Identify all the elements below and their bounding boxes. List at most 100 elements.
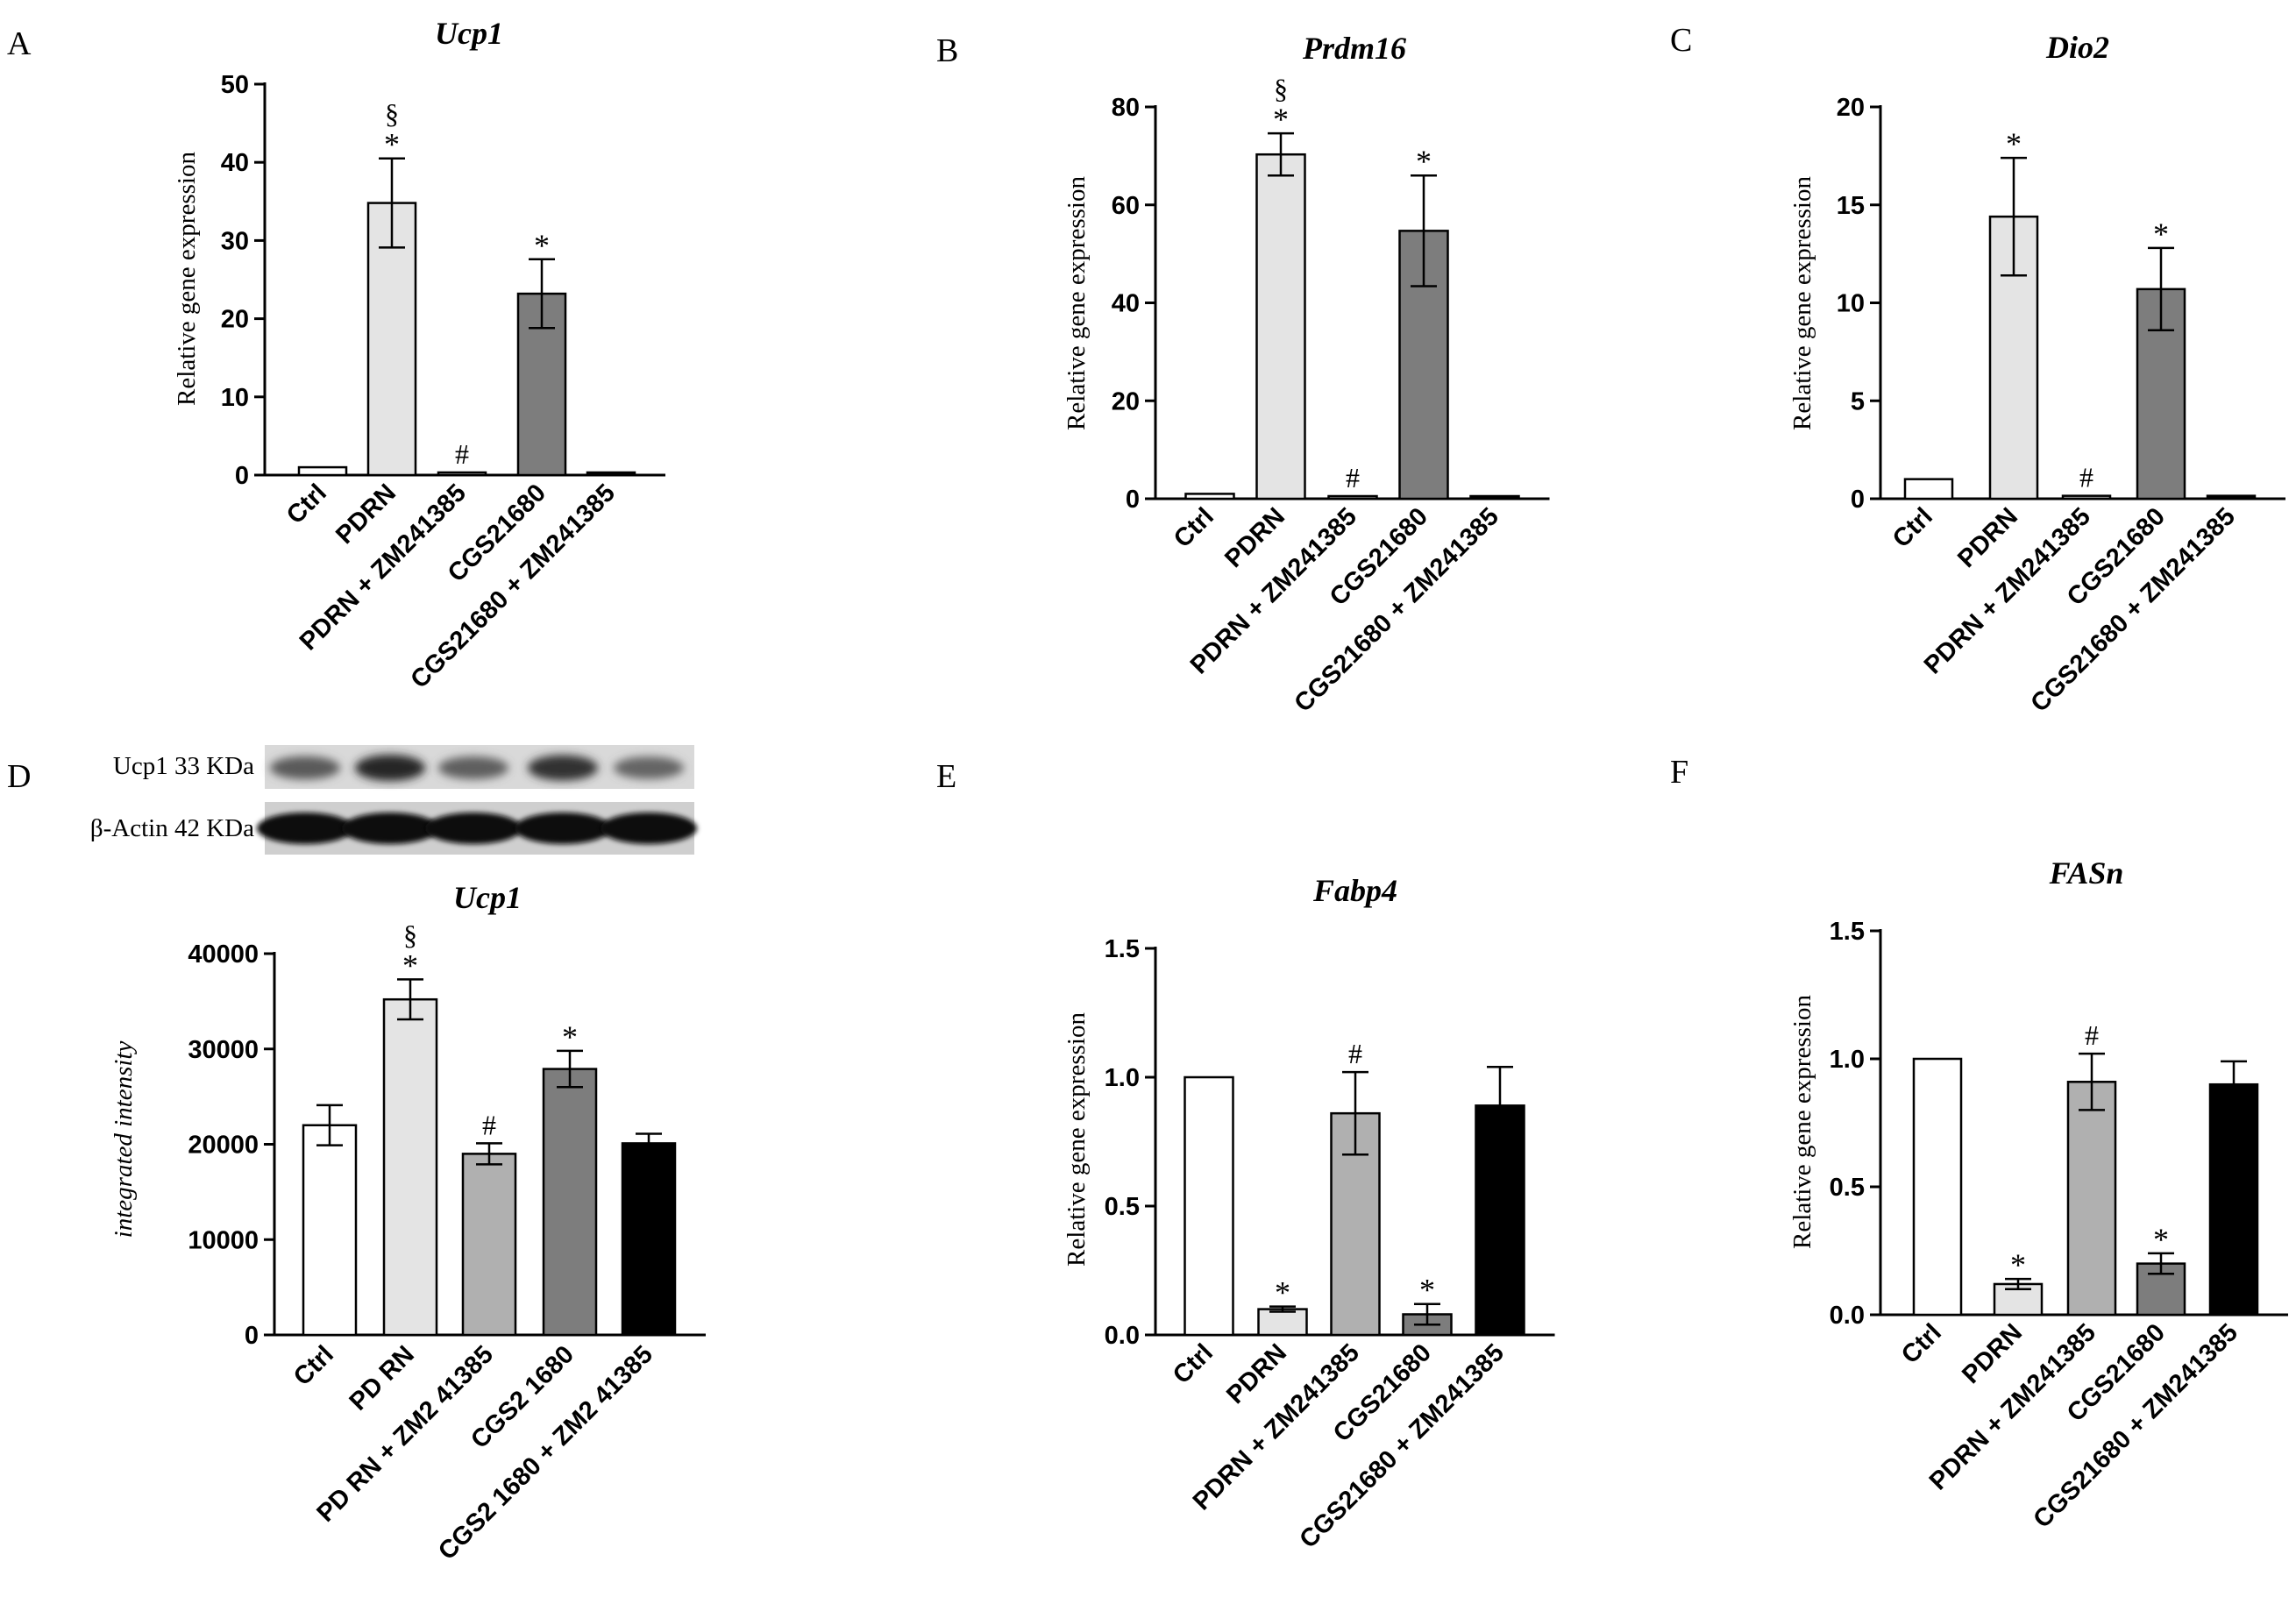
- y-tick-label: 10: [1837, 290, 1865, 318]
- blot-label-actin: β-Actin 42 KDa: [90, 814, 254, 842]
- significance-mark: *: [2153, 1222, 2169, 1257]
- x-tick-label: PDRN: [1952, 502, 2023, 573]
- panel-letter-b: B: [936, 32, 958, 69]
- bar: [461, 1153, 517, 1337]
- chart-panel-e: Fabp4 Relative gene expression 0.0 0.5 1.0 1.…: [1063, 873, 1555, 1554]
- y-axis-label: Relative gene expression: [1788, 176, 1816, 430]
- bar: [2206, 494, 2257, 500]
- panel-letter-f: F: [1670, 754, 1688, 791]
- significance-mark: *: [384, 127, 400, 162]
- blot-label-ucp1: Ucp1 33 KDa: [113, 752, 254, 780]
- y-tick-label: 5: [1851, 387, 1865, 415]
- bar: [382, 997, 438, 1337]
- bar: [297, 465, 348, 477]
- panel-letter-c: C: [1670, 22, 1692, 59]
- y-tick-label: 0.5: [1830, 1174, 1865, 1202]
- bar: [542, 1068, 598, 1337]
- chart-panel-a: Ucp1 Relative gene expression 0 10 20 30 40 50 C…: [173, 16, 665, 694]
- chart-panel-b: Prdm16 Relative gene expression 0 20 40 60 80 C…: [1063, 31, 1550, 718]
- significance-mark: #: [1346, 462, 1360, 493]
- x-tick-label: Ctrl: [281, 479, 332, 529]
- chart-title: FASn: [2049, 855, 2124, 891]
- significance-mark: *: [2006, 126, 2022, 161]
- bar: [1469, 494, 1520, 500]
- actin-band: [342, 813, 438, 844]
- chart-panel-c: Dio2 Relative gene expression 0 5 10 15 20 Ctrl…: [1788, 30, 2285, 718]
- y-tick-label: 60: [1112, 192, 1140, 220]
- y-tick-label: 0: [1851, 486, 1865, 514]
- bar: [1184, 493, 1235, 500]
- ucp1-band: [528, 755, 598, 781]
- x-tick-label: Ctrl: [288, 1340, 339, 1391]
- significance-mark: *: [1273, 102, 1289, 137]
- y-tick-label: 0: [245, 1322, 259, 1350]
- bar: [302, 1124, 358, 1337]
- bar: [2208, 1082, 2259, 1317]
- y-tick-label: 20: [221, 306, 249, 334]
- bar: [621, 1142, 677, 1337]
- significance-mark: *: [1416, 144, 1432, 179]
- actin-bands: [257, 813, 697, 844]
- y-tick-label: 20: [1112, 387, 1140, 415]
- y-tick-label: 30: [221, 227, 249, 255]
- bar: [2066, 1081, 2117, 1317]
- ucp1-band: [614, 756, 684, 779]
- chart-panel-d: Ucp1 integrated intensity 0 10000 20000 30000…: [110, 880, 706, 1565]
- actin-band: [515, 813, 611, 844]
- chart-panel-f: FASn Relative gene expression 0.0 0.5 1.0 1.5…: [1788, 855, 2288, 1534]
- y-tick-label: 40: [221, 149, 249, 177]
- significance-mark: *: [2010, 1247, 2026, 1282]
- bar: [1912, 1057, 1963, 1317]
- bar: [1903, 478, 1954, 500]
- y-tick-label: 50: [221, 71, 249, 99]
- significance-mark: *: [562, 1019, 578, 1054]
- y-tick-label: 0: [235, 462, 249, 490]
- y-tick-label: 0.0: [1105, 1322, 1140, 1350]
- y-axis-label: Relative gene expression: [173, 152, 201, 406]
- y-tick-label: 0.5: [1105, 1193, 1140, 1221]
- significance-mark: #: [2079, 462, 2093, 493]
- y-axis-label: Relative gene expression: [1063, 1012, 1091, 1267]
- y-tick-label: 1.5: [1105, 935, 1140, 963]
- actin-band: [257, 813, 353, 844]
- panel-letter-e: E: [936, 758, 956, 795]
- significance-mark: §: [385, 98, 399, 130]
- chart-title: Ucp1: [453, 880, 522, 915]
- x-tick-label: PDRN: [1219, 502, 1290, 573]
- y-tick-label: 40: [1112, 290, 1140, 318]
- actin-band: [425, 813, 522, 844]
- bar: [1184, 1075, 1234, 1337]
- chart-title: Ucp1: [435, 16, 503, 51]
- y-tick-label: 30000: [188, 1036, 259, 1064]
- significance-mark: §: [403, 919, 417, 950]
- y-tick-label: 15: [1837, 192, 1865, 220]
- y-tick-label: 1.5: [1830, 918, 1865, 946]
- y-tick-label: 0: [1126, 486, 1140, 514]
- bar: [2061, 494, 2112, 500]
- bar: [1255, 153, 1306, 500]
- y-axis-label: Relative gene expression: [1788, 995, 1816, 1249]
- significance-mark: #: [482, 1109, 496, 1140]
- significance-mark: #: [1348, 1038, 1362, 1069]
- significance-mark: *: [1275, 1275, 1290, 1310]
- significance-mark: *: [1419, 1273, 1435, 1308]
- bar: [437, 471, 487, 477]
- x-tick-label: Ctrl: [1168, 1338, 1219, 1389]
- significance-mark: §: [1274, 73, 1288, 104]
- y-tick-label: 80: [1112, 94, 1140, 122]
- bar: [2136, 287, 2186, 500]
- chart-title: Dio2: [2045, 30, 2109, 65]
- panel-letter-a: A: [7, 25, 32, 62]
- actin-band: [601, 813, 697, 844]
- significance-mark: *: [534, 228, 550, 263]
- ucp1-bands: [270, 755, 684, 781]
- significance-mark: #: [455, 438, 469, 470]
- y-axis-label: integrated intensity: [110, 1041, 138, 1239]
- x-tick-label: Ctrl: [1896, 1318, 1947, 1369]
- ucp1-band: [438, 756, 508, 779]
- significance-mark: *: [2153, 216, 2169, 252]
- y-tick-label: 20000: [188, 1132, 259, 1160]
- x-tick-label: PDRN: [1957, 1318, 2028, 1389]
- y-axis-label: Relative gene expression: [1063, 176, 1091, 430]
